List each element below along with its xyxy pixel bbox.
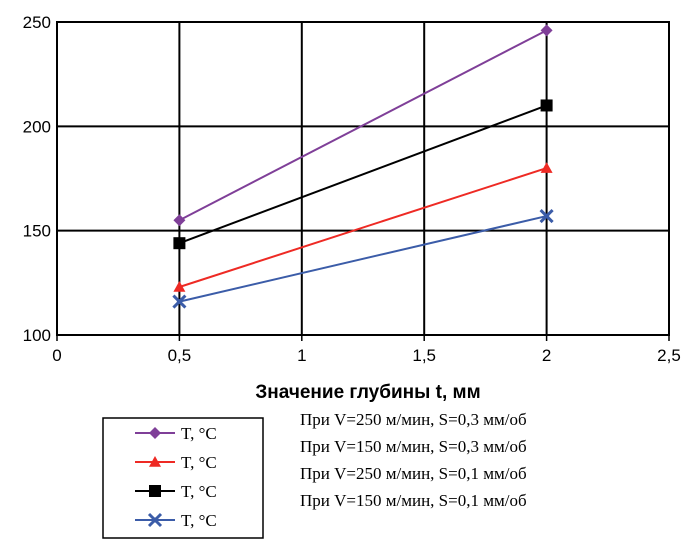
x-tick-label: 1,5: [412, 346, 436, 365]
x-tick-label: 2: [542, 346, 551, 365]
legend-label: T, °C: [181, 453, 217, 472]
legend: T, °C T, °C T, °C T, °C: [135, 424, 217, 530]
legend-marker: [149, 456, 161, 467]
data-point-2: [540, 162, 553, 173]
data-point-1: [173, 214, 186, 227]
x-tick-label: 2,5: [657, 346, 681, 365]
condition-label: При V=250 м/мин, S=0,1 мм/об: [300, 464, 527, 483]
series-line-1: [178, 29, 548, 222]
series-line-3: [179, 104, 547, 245]
data-point-3: [173, 237, 186, 250]
y-tick-label: 200: [23, 117, 51, 136]
series-line-2: [179, 167, 547, 288]
data-point-2: [173, 281, 186, 292]
plot-frame: [56, 21, 670, 336]
legend-box: [102, 417, 264, 539]
data-point-3: [540, 99, 553, 112]
y-tick-label: 150: [23, 222, 51, 241]
condition-label: При V=150 м/мин, S=0,1 мм/об: [300, 491, 527, 510]
legend-marker: [149, 485, 161, 497]
data-point-1: [540, 24, 553, 37]
conditions-list: При V=250 м/мин, S=0,3 мм/об При V=150 м/…: [300, 410, 527, 510]
condition-label: При V=250 м/мин, S=0,3 мм/об: [300, 410, 527, 429]
legend-marker: [149, 427, 161, 439]
x-tick-label: 0: [52, 346, 61, 365]
y-tick-label: 250: [23, 13, 51, 32]
legend-marker: [147, 512, 163, 528]
x-tick-label: 0,5: [168, 346, 192, 365]
x-tick-labels: 0 0,5 1 1,5 2 2,5: [52, 346, 681, 365]
data-point-4: [172, 294, 187, 309]
data-point-4: [539, 208, 554, 224]
grid-lines: [56, 21, 670, 336]
series-group: [172, 24, 554, 309]
legend-label: T, °C: [181, 511, 217, 530]
legend-label: T, °C: [181, 424, 217, 443]
y-tick-label: 100: [23, 326, 51, 345]
axes: [56, 21, 670, 341]
condition-label: При V=150 м/мин, S=0,3 мм/об: [300, 437, 527, 456]
series-line-4: [179, 215, 547, 303]
y-tick-labels: 100 150 200 250: [23, 13, 51, 345]
legend-label: T, °C: [181, 482, 217, 501]
x-axis-label: Значение глубины t, мм: [255, 382, 480, 403]
x-tick-label: 1: [297, 346, 306, 365]
